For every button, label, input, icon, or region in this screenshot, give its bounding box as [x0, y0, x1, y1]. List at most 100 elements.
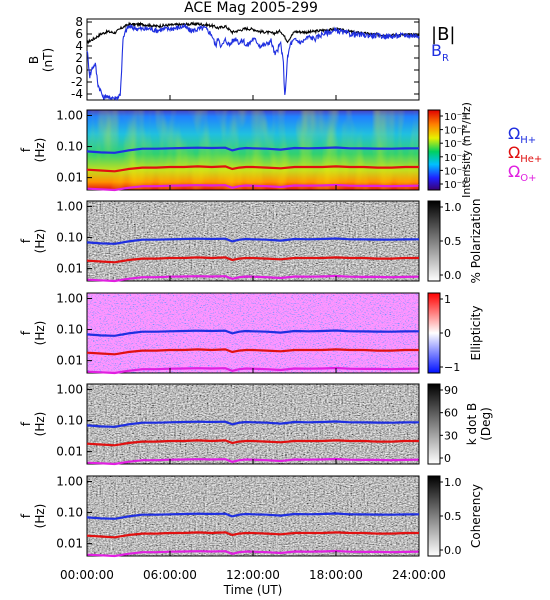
b-ylabel-unit: (nT) [41, 48, 55, 72]
b-ytick-label: -4 [71, 87, 83, 101]
gray-spectrogram [87, 384, 419, 464]
gyrofreq-line-O [86, 457, 420, 466]
gyro-legend-He: ΩHe+ [508, 143, 542, 165]
spec-ylabel-unit: (Hz) [33, 138, 47, 163]
colorbar-tick-label: 0.0 [444, 269, 462, 282]
b-ylabel-main: B [27, 56, 41, 64]
colorbar-label: k dot B [465, 403, 479, 445]
spectrogram-panel-2: 1.00 0.10 0.01 f (Hz) 1.0 0.5 0.0 % Polarization [19, 199, 483, 284]
colorbar-tick-label: 0.5 [444, 510, 462, 523]
spectrogram-panel-1: 1.00 0.10 0.01 f (Hz) 10⁻¹ 10⁻² 10⁻³ 10⁻⁴ 10⁻⁵ 10⁻… [19, 102, 473, 198]
spec-ylabel-unit: (Hz) [33, 229, 47, 254]
gyro-legend: ΩH+ ΩHe+ ΩO+ [508, 124, 542, 184]
colorbar-tick-label: 10⁻⁵ [444, 166, 466, 177]
b-ytick-label: 6 [75, 27, 83, 41]
colorbar-label-unit: (Deg) [479, 407, 493, 441]
b-ytick-label: -2 [71, 75, 83, 89]
spec-ytick-label: 0.01 [56, 262, 83, 276]
x-axis-label: Time (UT) [223, 583, 283, 597]
ellipticity-spectrogram [87, 293, 419, 373]
legend-BR: BR [431, 41, 449, 64]
colorbar-tick-label: 10⁻¹ [444, 112, 466, 123]
spec-ylabel-main: f [19, 513, 33, 518]
x-tick-label: 00:00:00 [60, 568, 114, 582]
spectrogram-panel-5: 1.00 0.10 0.01 f (Hz) 1.0 0.5 0.0 Coherency [19, 474, 483, 558]
spectrogram-panel-3: 1.00 0.10 0.01 f (Hz) 1 0 −1 Ellipticity [19, 291, 483, 375]
gyrofreq-line-H [86, 237, 420, 245]
gyrofreq-line-H [86, 329, 420, 337]
b-ytick-label: 4 [75, 39, 83, 53]
colorbar-tick-label: 0 [444, 452, 451, 465]
gyrofreq-line-H [86, 420, 420, 428]
x-tick-label: 06:00:00 [143, 568, 197, 582]
chart-title: ACE Mag 2005-299 [184, 0, 318, 16]
colorbar-tick-label: 0 [444, 327, 451, 340]
spec-ylabel-main: f [19, 330, 33, 335]
gyrofreq-line-H [86, 146, 420, 154]
spec-ytick-label: 1.00 [56, 382, 83, 396]
spec-ylabel-unit: (Hz) [33, 504, 47, 529]
x-tick-label: 24:00:00 [392, 568, 446, 582]
colorbar-tick-label: −1 [444, 361, 460, 374]
colorbar-tick-label: 1.0 [444, 476, 462, 489]
b-ytick-label: 8 [75, 15, 83, 29]
colorbar-tick-label: 60 [444, 407, 458, 420]
spec-ytick-label: 0.10 [56, 140, 83, 154]
spec-ytick-label: 0.10 [56, 506, 83, 520]
gyrofreq-line-He [86, 348, 419, 356]
colorbar [427, 109, 441, 191]
gyrofreq-line-He [86, 439, 419, 447]
colorbar-tick-label: 10⁻² [444, 126, 466, 137]
x-tick-label: 12:00:00 [226, 568, 280, 582]
gyrofreq-line-O [86, 549, 420, 558]
spec-ytick-label: 0.01 [56, 354, 83, 368]
spec-ytick-label: 0.10 [56, 414, 83, 428]
spec-ylabel-main: f [19, 238, 33, 243]
gray-spectrogram [87, 476, 419, 556]
gyrofreq-line-He [86, 531, 419, 539]
spec-ylabel-main: f [19, 147, 33, 152]
legend-absB: |B| [431, 24, 455, 45]
colorbar-tick-label: 1 [444, 293, 451, 306]
colorbar [427, 200, 441, 282]
colorbar-label: % Polarization [469, 199, 483, 284]
spec-ytick-label: 0.01 [56, 445, 83, 459]
gyrofreq-line-O [86, 366, 420, 375]
gyrofreq-line-O [86, 183, 420, 192]
spectrogram-panel-4: 1.00 0.10 0.01 f (Hz) 90 60 30 0 k dot B (Deg) [19, 382, 493, 466]
spec-ylabel-main: f [19, 421, 33, 426]
gyrofreq-line-He [86, 256, 419, 264]
colorbar-tick-label: 0.5 [444, 235, 462, 248]
b-ytick-label: 0 [75, 63, 83, 77]
gyro-legend-O: ΩO+ [508, 162, 536, 184]
spec-ytick-label: 1.00 [56, 291, 83, 305]
spec-ytick-label: 0.10 [56, 323, 83, 337]
spectrogram-panels: 1.000.100.01f (Hz)10⁻¹10⁻²10⁻³10⁻⁴10⁻⁵10⁻… [19, 102, 493, 558]
spec-ytick-label: 1.00 [56, 108, 83, 122]
colorbar [427, 475, 441, 557]
spec-ytick-label: 0.01 [56, 537, 83, 551]
gray-spectrogram [87, 201, 419, 281]
colorbar [427, 383, 441, 465]
x-tick-label: 18:00:00 [309, 568, 363, 582]
colorbar-label: Coherency [469, 484, 483, 548]
spec-ytick-label: 1.00 [56, 474, 83, 488]
b-field-frame [86, 18, 420, 101]
gyro-legend-H: ΩH+ [508, 124, 536, 146]
colorbar-tick-label: 10⁻⁶ [444, 180, 466, 191]
colorbar-tick-label: 10⁻⁴ [444, 153, 466, 164]
colorbar-label: Intensity (nT²/Hz) [460, 102, 473, 198]
colorbar [427, 292, 441, 374]
spec-ylabel-unit: (Hz) [33, 321, 47, 346]
spec-ytick-label: 1.00 [56, 199, 83, 213]
colorbar-tick-label: 10⁻³ [444, 139, 466, 150]
colorbar-tick-label: 30 [444, 429, 458, 442]
colorbar-tick-label: 90 [444, 384, 458, 397]
gyrofreq-line-He [86, 165, 419, 173]
gyrofreq-line-H [86, 512, 420, 520]
b-field-series [86, 21, 420, 102]
colorbar-tick-label: 0.0 [444, 544, 462, 557]
colorbar-tick-label: 1.0 [444, 201, 462, 214]
